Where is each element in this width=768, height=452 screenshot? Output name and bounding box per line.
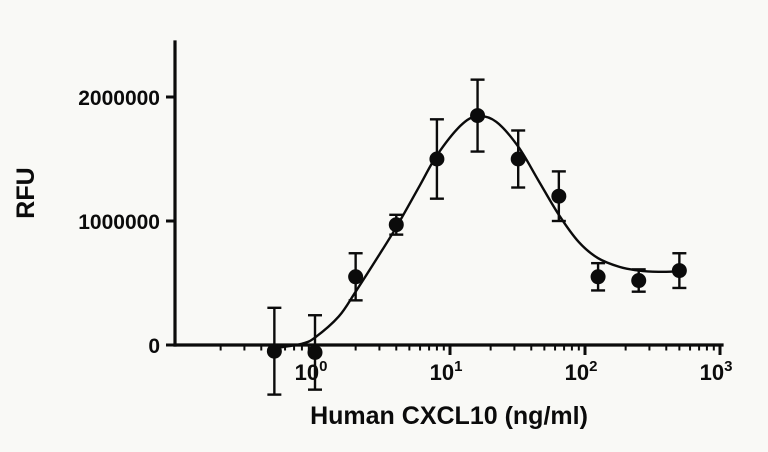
data-point xyxy=(348,269,364,285)
axes-layer xyxy=(166,40,724,355)
tick-labels-layer: 0 1000000 2000000 100 101 102 103 xyxy=(78,87,732,385)
x-tick-label: 103 xyxy=(700,358,733,385)
data-point xyxy=(307,344,323,360)
x-tick-label: 102 xyxy=(565,358,598,385)
y-tick-label: 0 xyxy=(148,335,160,358)
data-point xyxy=(631,273,647,289)
data-point xyxy=(551,188,567,204)
y-tick-label: 1000000 xyxy=(78,211,160,234)
data-point xyxy=(510,151,526,167)
data-point xyxy=(388,217,404,233)
x-axis-title: Human CXCL10 (ng/ml) xyxy=(310,402,588,430)
y-axis-title: RFU xyxy=(12,167,40,218)
data-point xyxy=(671,263,687,279)
y-tick-label: 2000000 xyxy=(78,87,160,110)
data-points-layer xyxy=(266,78,687,396)
data-point xyxy=(590,269,606,285)
data-point xyxy=(429,151,445,167)
data-point xyxy=(266,343,282,359)
x-tick-label: 101 xyxy=(430,358,463,385)
data-point xyxy=(470,108,486,124)
x-tick-label: 100 xyxy=(295,358,328,385)
